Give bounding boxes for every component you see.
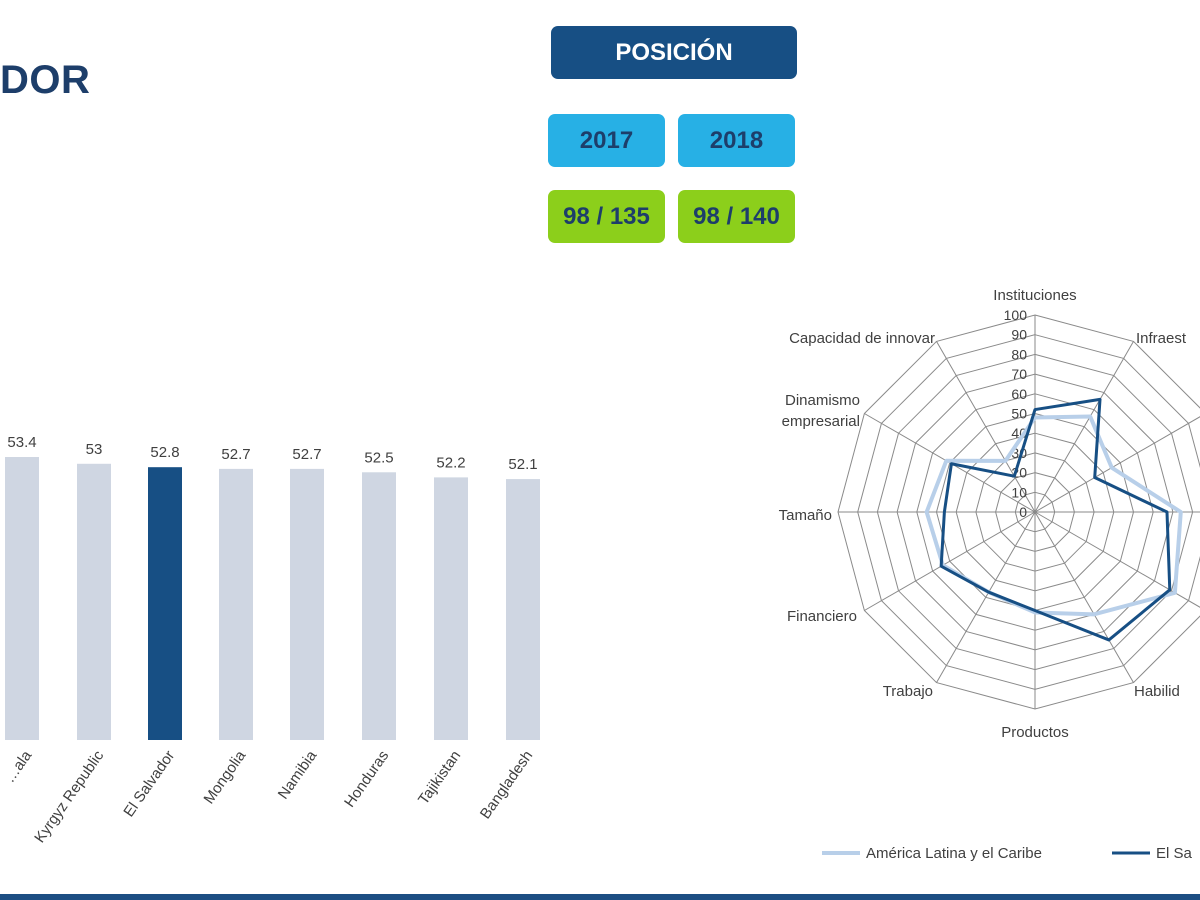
radar-spoke-salud (1034, 511, 1200, 608)
bar-honduras (362, 472, 396, 740)
bar-bangladesh (506, 479, 540, 740)
radar-tick-80: 80 (1011, 346, 1027, 362)
bar-namibia (290, 468, 324, 740)
page-title: DOR (0, 58, 91, 102)
bar-value-label-mongolia: 52.7 (221, 446, 250, 463)
radar-axis-label-trabajo: Trabajo (883, 683, 933, 700)
radar-series-america-latina-y-el-caribe (924, 414, 1183, 617)
legend-label-latam: América Latina y el Caribe (866, 845, 1042, 862)
position-header: POSICIÓN (551, 26, 797, 79)
radar-tick-90: 90 (1011, 327, 1027, 343)
bar-value-label-tajikistan: 52.2 (436, 454, 465, 471)
radar-spoke-infraestructura (1034, 341, 1134, 513)
year-2018-badge: 2018 (678, 114, 795, 167)
radar-tick-10: 10 (1011, 484, 1027, 500)
radar-axis-label-capacidad-de-innovar: Capacidad de innovar (789, 330, 935, 347)
bar-value-label-bangladesh: 52.1 (508, 456, 537, 473)
year-2017-badge: 2017 (548, 114, 665, 167)
radar-axis-label-infraestructura: Infraest (1136, 330, 1187, 347)
bar-kyrgyz-republic (77, 463, 111, 740)
radar-axis-label-financiero: Financiero (787, 608, 857, 625)
radar-axis-label-productos: Productos (1001, 724, 1069, 741)
bar-value-label-honduras: 52.5 (364, 449, 393, 466)
bar-value-label-namibia: 52.7 (292, 446, 321, 463)
radar-axis-label-dinamismo-empresarial: Dinamismo empresarial (782, 392, 860, 430)
bar-value-label-kyrgyz-republic: 53 (86, 441, 103, 458)
radar-tick-100: 100 (1004, 307, 1028, 323)
radar-tick-20: 20 (1011, 465, 1027, 481)
radar-spoke-capacidad-de-innovar (936, 341, 1036, 513)
bar-mongolia (219, 468, 253, 740)
bar-value-label-el-salvador: 52.8 (150, 444, 179, 461)
radar-series-el-sa (939, 397, 1172, 642)
bar-el-salvador (148, 467, 182, 740)
bar-ala (5, 457, 39, 740)
radar-tick-0: 0 (1019, 504, 1027, 520)
bar-tajikistan (434, 477, 468, 740)
radar-tick-70: 70 (1011, 366, 1027, 382)
legend-label-el-salvador: El Sa (1156, 845, 1193, 862)
radar-axis-label-habilidades: Habilid (1134, 683, 1180, 700)
bar-value-label-ala: 53.4 (7, 434, 36, 451)
radar-legend: América Latina y el Caribe El Sa (822, 845, 1193, 862)
radar-spoke-financiero (864, 511, 1036, 611)
bottom-divider (0, 894, 1200, 900)
radar-spoke-trabajo (936, 511, 1036, 683)
radar-tick-50: 50 (1011, 406, 1027, 422)
radar-spoke-adopcion-tic (1034, 416, 1200, 513)
radar-axis-label-instituciones: Instituciones (993, 287, 1076, 304)
radar-axis-label-tamano: Tamaño (779, 507, 832, 524)
rank-2018-badge: 98 / 140 (678, 190, 795, 243)
rank-2017-badge: 98 / 135 (548, 190, 665, 243)
radar-spoke-habilidades (1034, 511, 1134, 683)
radar-tick-60: 60 (1011, 386, 1027, 402)
